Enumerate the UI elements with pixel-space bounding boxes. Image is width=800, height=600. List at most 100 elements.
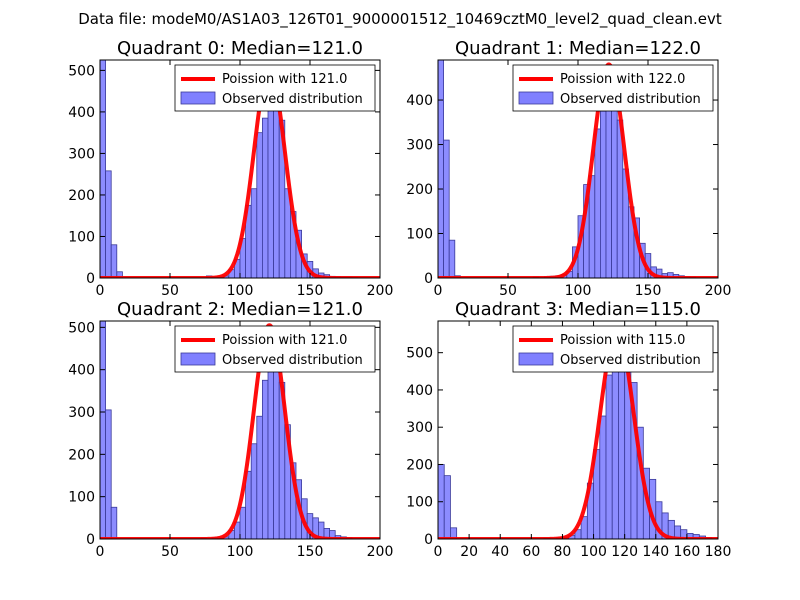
- histogram-bar: [250, 443, 258, 539]
- y-tick-label: 400: [406, 93, 433, 109]
- legend-bar-label: Observed distribution: [222, 92, 363, 107]
- legend: Poission with 115.0 Observed distribution: [512, 325, 714, 373]
- histogram-bar: [261, 379, 269, 539]
- panel-quadrant-0: 0 50 100 150 200 0 100 200 300 400 500 Quadrant 0: …: [68, 38, 393, 299]
- x-tick-label: 100: [580, 544, 607, 560]
- y-tick-label: 100: [68, 490, 95, 506]
- x-tick-label: 0: [96, 544, 105, 560]
- x-tick-label: 0: [434, 544, 443, 560]
- histogram-bar: [256, 415, 263, 539]
- y-tick-label: 0: [424, 532, 433, 548]
- x-tick-label: 40: [491, 544, 509, 560]
- x-tick-label: 80: [554, 544, 572, 560]
- legend-bar-label: Observed distribution: [560, 92, 701, 107]
- histogram-bar: [267, 345, 274, 539]
- panel-quadrant-3: 0 20 40 60 80 100 120 140 160 1800100200300400500…: [406, 299, 731, 560]
- histogram-bar: [105, 170, 112, 278]
- x-tick-label: 0: [434, 283, 443, 299]
- y-tick-label: 500: [68, 63, 95, 79]
- x-tick-label: 200: [367, 283, 394, 299]
- histogram-bar: [250, 188, 258, 278]
- x-tick-label: 50: [161, 544, 179, 560]
- x-tick-label: 200: [367, 544, 394, 560]
- legend-line-label: Poission with 122.0: [560, 72, 685, 87]
- x-tick-label: 150: [297, 283, 324, 299]
- x-tick-label: 50: [499, 283, 517, 299]
- histogram-bar: [594, 128, 601, 278]
- legend-line-label: Poission with 121.0: [222, 72, 347, 87]
- x-tick-label: 120: [611, 544, 638, 560]
- x-tick-label: 180: [705, 544, 732, 560]
- x-tick-label: 140: [642, 544, 669, 560]
- x-tick-label: 0: [96, 283, 105, 299]
- y-tick-label: 200: [68, 447, 95, 463]
- histogram-bar: [329, 530, 336, 539]
- histogram-bar: [261, 117, 269, 278]
- legend-line-label: Poission with 115.0: [560, 333, 685, 348]
- poisson-curve: [438, 328, 718, 539]
- histogram-bar: [443, 139, 450, 278]
- histogram-bar: [438, 60, 444, 278]
- y-tick-label: 300: [406, 138, 433, 154]
- y-tick-label: 0: [424, 271, 433, 287]
- y-tick-label: 500: [68, 320, 95, 336]
- y-tick-label: 200: [406, 457, 433, 473]
- y-tick-label: 200: [68, 188, 95, 204]
- histogram-bar: [605, 374, 613, 539]
- x-tick-label: 100: [227, 283, 254, 299]
- panel-title: Quadrant 3: Median=115.0: [455, 299, 701, 320]
- y-tick-label: 300: [406, 420, 433, 436]
- panel-quadrant-2: 0 50 100 150 200 0 100 200 300 400 500 Quadrant 2: …: [68, 299, 393, 560]
- y-tick-label: 200: [406, 182, 433, 198]
- legend-bar-label: Observed distribution: [560, 353, 701, 368]
- x-tick-label: 100: [227, 544, 254, 560]
- histogram-bar: [611, 348, 619, 539]
- histogram-bar: [100, 60, 106, 278]
- histogram-bar: [239, 506, 246, 539]
- x-tick-label: 20: [460, 544, 478, 560]
- y-tick-label: 500: [406, 346, 433, 362]
- y-tick-label: 400: [406, 383, 433, 399]
- legend-bar-swatch: [518, 352, 554, 366]
- y-tick-label: 100: [68, 229, 95, 245]
- legend: Poission with 122.0 Observed distribution: [512, 64, 714, 112]
- panel-quadrant-1: 0 50 100 150 200 0 100 200 300 400 Quadrant 1: Med…: [406, 38, 731, 299]
- histogram-bar: [448, 239, 456, 278]
- legend-box: [174, 325, 376, 373]
- panel-title: Quadrant 1: Median=122.0: [455, 38, 701, 59]
- y-tick-label: 400: [68, 105, 95, 121]
- histogram-bar: [443, 475, 451, 539]
- histogram-bar: [110, 506, 118, 539]
- legend-bar-swatch: [518, 91, 554, 105]
- x-tick-label: 200: [705, 283, 732, 299]
- y-tick-label: 100: [406, 227, 433, 243]
- histogram-bar: [600, 110, 607, 278]
- x-tick-label: 60: [522, 544, 540, 560]
- x-tick-label: 100: [565, 283, 592, 299]
- histogram-bar: [100, 321, 106, 539]
- y-tick-label: 400: [68, 363, 95, 379]
- panel-title: Quadrant 0: Median=121.0: [117, 38, 363, 59]
- y-tick-label: 300: [68, 405, 95, 421]
- histogram-bar: [599, 415, 607, 539]
- panel-title: Quadrant 2: Median=121.0: [117, 299, 363, 320]
- y-tick-label: 300: [68, 146, 95, 162]
- histogram-bar: [105, 409, 112, 539]
- legend-bar-label: Observed distribution: [222, 353, 363, 368]
- histogram-bar: [256, 132, 263, 278]
- x-tick-label: 50: [161, 283, 179, 299]
- x-tick-label: 160: [674, 544, 701, 560]
- histogram-bar: [110, 244, 118, 278]
- legend-bar-swatch: [180, 91, 216, 105]
- axes-frame: [437, 320, 719, 540]
- legend-bar-swatch: [180, 352, 216, 366]
- y-tick-label: 100: [406, 495, 433, 511]
- x-tick-label: 150: [635, 283, 662, 299]
- legend-line-label: Poission with 121.0: [222, 333, 347, 348]
- plot-area: [438, 328, 718, 539]
- legend: Poission with 121.0 Observed distribution: [174, 64, 376, 112]
- figure-suptitle: Data file: modeM0/AS1A03_126T01_90000015…: [78, 10, 722, 29]
- y-tick-label: 0: [86, 271, 95, 287]
- x-tick-label: 150: [297, 544, 324, 560]
